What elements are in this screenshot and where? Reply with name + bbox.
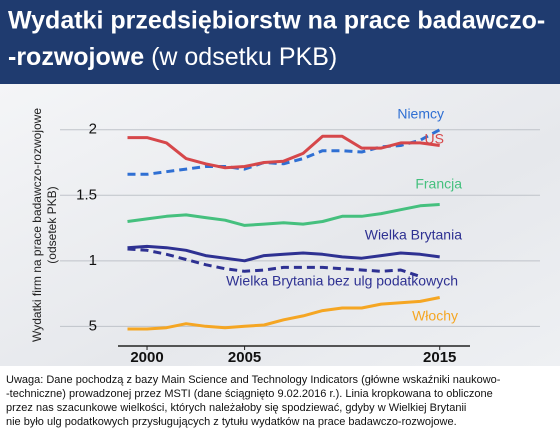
title-band: [0, 0, 560, 84]
y-tick-label: 1: [89, 252, 97, 269]
series-label: Wielka Brytania bez ulg podatkowych: [226, 273, 458, 289]
chart-title: Wydatki przedsiębiorstw na prace badawcz…: [8, 7, 545, 35]
series-line: [127, 247, 421, 278]
note: Uwaga: Dane pochodzą z bazy Main Science…: [6, 374, 501, 386]
x-tick-label: 2015: [423, 349, 456, 366]
series-line: [127, 296, 440, 331]
chart-title: -rozwojowe: [8, 43, 144, 71]
x-tick-label: 2000: [130, 349, 163, 366]
series-label: Francja: [415, 176, 462, 192]
series-label: Włochy: [412, 308, 458, 324]
chart-title: -rozwojowe (w odsetku PKB): [8, 43, 337, 71]
series-line: [127, 203, 440, 227]
y-tick-label: 1.5: [76, 186, 97, 203]
chart-subtitle: (w odsetku PKB): [151, 43, 337, 71]
series-label: Wielka Brytania: [365, 227, 462, 243]
series-line: [127, 244, 440, 263]
note: nie było ulg podatkowych przysługujących…: [6, 416, 457, 428]
note: -techniczne) prowadzonej przez MSTI (dan…: [6, 388, 493, 400]
y-axis-label: Wydatki firm na prace badawczo-rozwojowe: [30, 108, 44, 342]
x-tick-label: 2005: [228, 349, 261, 366]
note: przez nas szacunkowe wielkości, których …: [6, 402, 466, 414]
y-tick-label: 2: [89, 121, 97, 138]
series-label: US: [425, 131, 444, 147]
series-label: Niemcy: [397, 106, 444, 122]
y-axis-label: (odsetek PKB): [45, 186, 59, 263]
y-tick-label: 5: [89, 317, 97, 334]
plot-background: [0, 84, 560, 366]
series-line: [127, 134, 440, 170]
